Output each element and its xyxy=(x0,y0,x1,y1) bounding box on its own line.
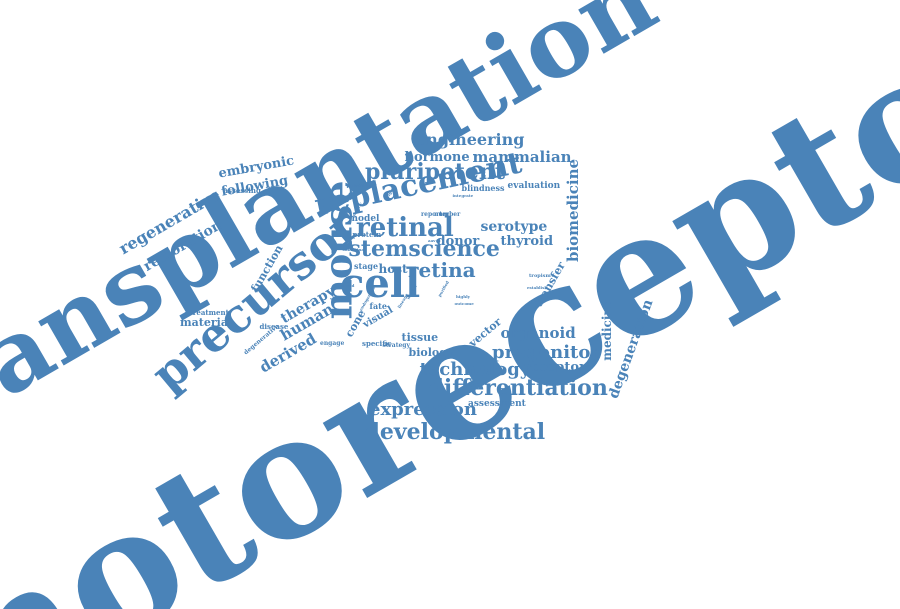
word-treatment: treatment xyxy=(189,307,229,317)
word-receptor: receptor xyxy=(524,359,586,375)
word-strategy: strategy xyxy=(382,342,410,349)
word-outcome: outcome xyxy=(454,301,474,306)
word-organoid: organoid xyxy=(500,323,576,342)
word-biology: biology xyxy=(408,345,454,359)
word-aav: aav xyxy=(428,238,436,243)
word-pluripotent: pluripotent xyxy=(365,159,506,185)
word-model: model xyxy=(348,213,380,224)
word-engineering: engineering xyxy=(416,130,525,149)
word-assessing: assessing xyxy=(223,185,261,195)
word-fate: fate xyxy=(369,301,387,311)
word-subretinal: subretinal xyxy=(342,247,366,252)
word-tropism: tropism xyxy=(529,272,551,279)
word-material: material xyxy=(180,315,233,329)
word-possibility: possibility xyxy=(346,182,376,189)
word-protein: protein xyxy=(352,229,382,239)
word-thyroid: thyroid xyxy=(500,233,554,249)
word-hormone: hormone xyxy=(404,149,470,165)
word-tissue: tissue xyxy=(401,330,439,344)
word-progenitor: progenitor xyxy=(492,342,600,363)
word-specific: specific xyxy=(362,338,392,348)
word-biomedicine: biomedicine xyxy=(563,158,582,262)
word-establish: establish xyxy=(527,285,548,290)
word-reporter: reporter xyxy=(421,211,450,218)
word-engage: engage xyxy=(320,340,345,347)
word-blindness: blindness xyxy=(461,183,505,193)
word-developmental: developmental xyxy=(364,419,546,445)
word-highly: highly xyxy=(456,294,470,299)
word-capsid: capsid xyxy=(340,283,355,288)
word-stage: stage xyxy=(354,261,379,271)
word-retinal: retinal xyxy=(356,213,454,243)
word-disease: disease xyxy=(259,321,289,331)
word-number: number xyxy=(434,211,461,218)
word-stemscience: stemscience xyxy=(348,236,500,262)
word-cell: cell xyxy=(340,260,421,307)
word-evaluation: evaluation xyxy=(507,180,561,191)
word-donor: donor xyxy=(436,233,480,249)
word-expression: expression xyxy=(369,399,477,420)
word-medicine: medicine xyxy=(599,299,614,361)
word-differentiation: differentiation xyxy=(428,375,608,401)
word-technology: technology xyxy=(419,359,531,380)
word-host: host xyxy=(378,262,408,276)
word-mammalian: mammalian xyxy=(472,147,572,166)
word-serotype: serotype xyxy=(480,219,548,235)
word-integrate: integrate xyxy=(452,193,474,198)
word-retina: retina xyxy=(408,258,476,282)
word-assessment: assessment xyxy=(468,398,526,409)
